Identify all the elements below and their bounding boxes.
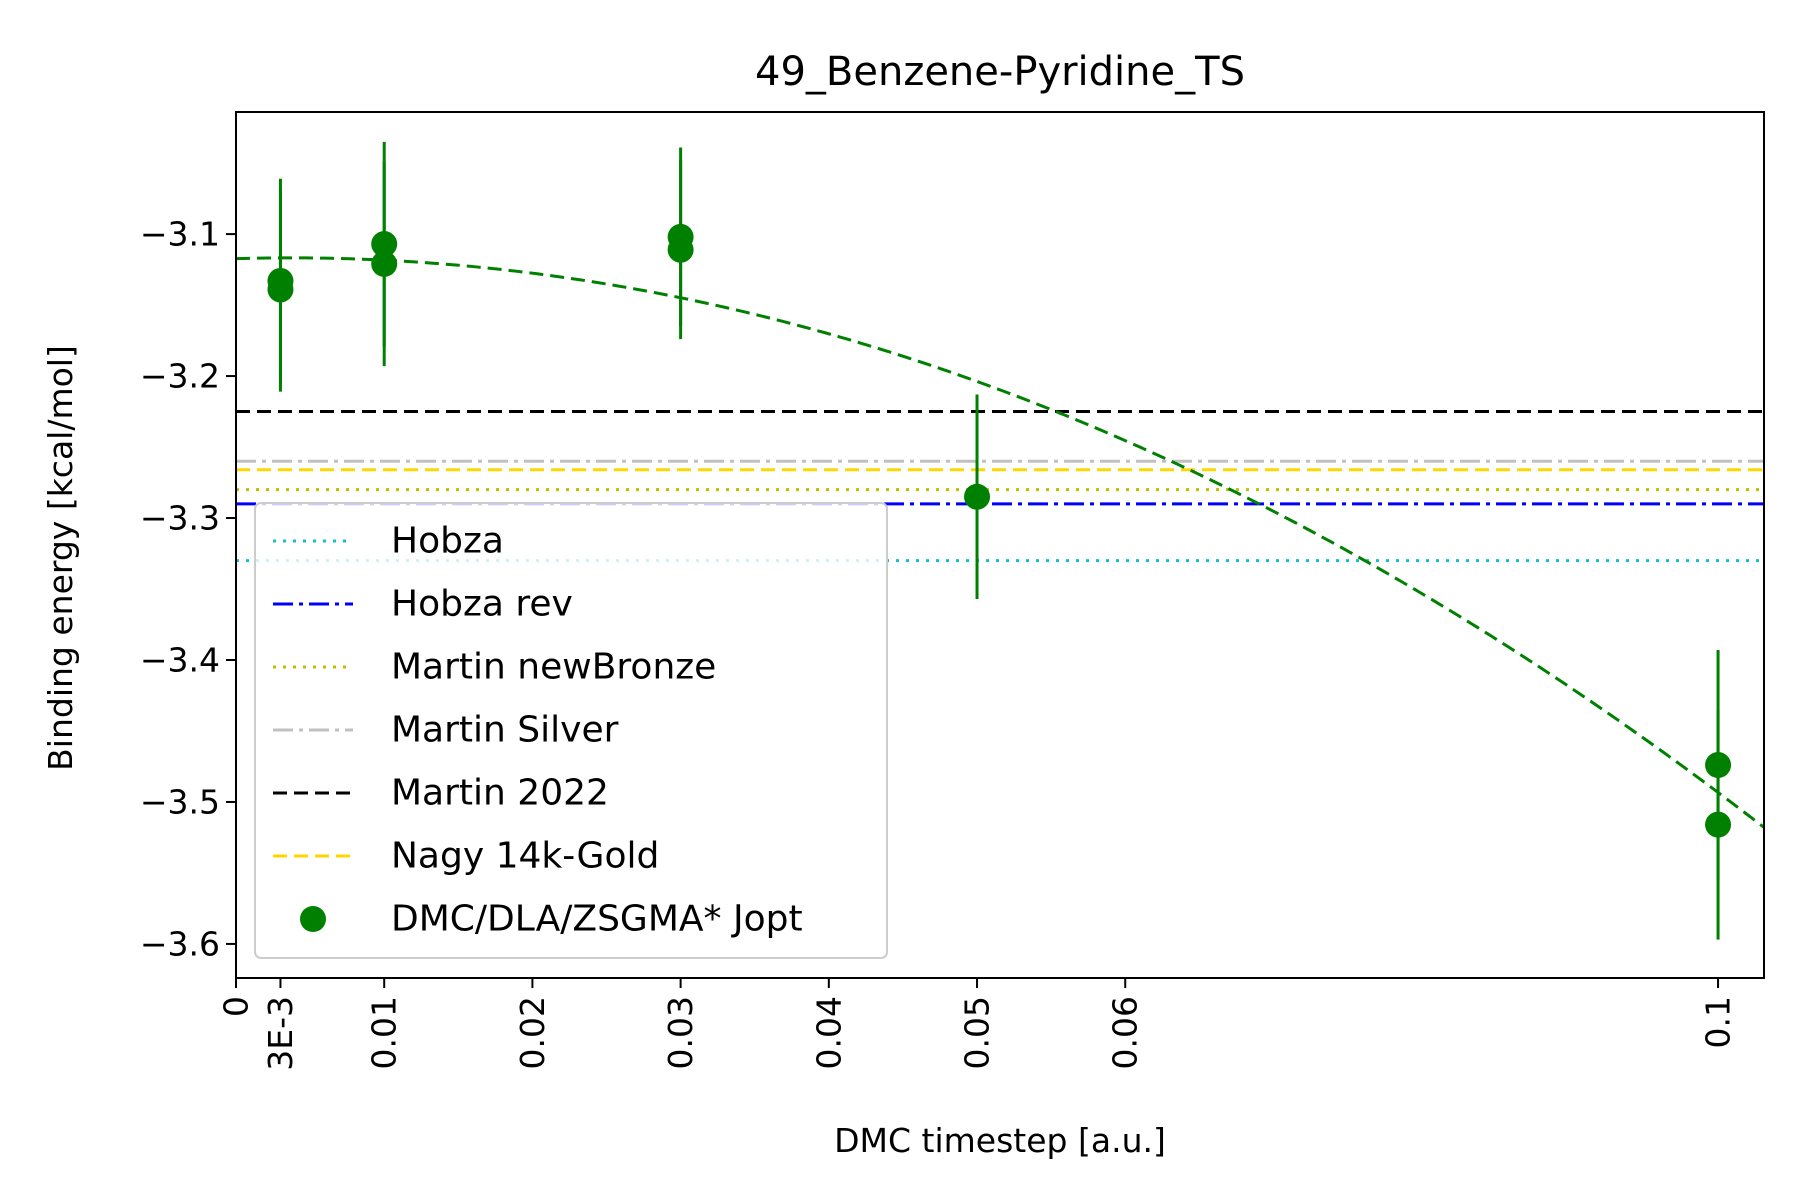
x-tick-label-2: 0.01 xyxy=(365,996,404,1069)
data-point-0-7 xyxy=(1705,752,1732,779)
y-tick-label-1: −3.2 xyxy=(140,357,220,396)
x-tick-label-6: 0.05 xyxy=(958,996,997,1069)
data-point-0-8 xyxy=(1705,811,1732,838)
fit-curve xyxy=(236,256,1764,829)
axes-frame xyxy=(235,111,1765,979)
chart-title: 49_Benzene-Pyridine_TS xyxy=(755,49,1245,95)
legend-label-0: Hobza xyxy=(391,521,504,562)
y-axis-label: Binding energy [kcal/mol] xyxy=(41,345,80,771)
y-tick-label-0: −3.1 xyxy=(140,215,220,254)
x-tick-label-0: 0 xyxy=(217,996,256,1017)
y-tick-label-4: −3.5 xyxy=(140,782,220,821)
y-tick-label-3: −3.4 xyxy=(140,640,220,679)
y-tick-label-5: −3.6 xyxy=(140,924,220,963)
legend-label-3: Martin Silver xyxy=(391,710,619,751)
x-tick-label-4: 0.03 xyxy=(661,996,700,1069)
legend-label-4: Martin 2022 xyxy=(391,773,609,814)
data-point-0-2 xyxy=(371,231,398,258)
data-point-0-3 xyxy=(371,250,398,277)
y-tick-label-2: −3.3 xyxy=(140,499,220,538)
legend-label-1: Hobza rev xyxy=(391,584,573,625)
x-tick-label-7: 0.06 xyxy=(1106,996,1145,1069)
legend-box xyxy=(254,502,888,959)
axes: 0 3E-3 0.01 0.02 0.03 0.04 0.05 0.06 0.1 −3.1 −3.2… xyxy=(140,111,1765,1071)
legend-label-5: Nagy 14k-Gold xyxy=(391,836,659,877)
x-tick-label-8: 0.1 xyxy=(1699,996,1738,1048)
x-tick-label-1: 3E-3 xyxy=(261,996,300,1071)
x-tick-label-3: 0.02 xyxy=(513,996,552,1069)
x-tick-label-5: 0.04 xyxy=(809,996,848,1069)
data-point-0-5 xyxy=(667,236,694,263)
data-point-0-6 xyxy=(964,483,991,510)
legend: Hobza Hobza rev Martin newBronze Martin Sil… xyxy=(254,502,888,959)
legend-label-2: Martin newBronze xyxy=(391,647,716,688)
plot-content xyxy=(236,141,1764,940)
legend-swatch-6 xyxy=(300,906,326,932)
x-axis-label: DMC timestep [a.u.] xyxy=(834,1121,1166,1160)
plot-area xyxy=(236,141,1764,940)
legend-label-6: DMC/DLA/ZSGMA* Jopt xyxy=(391,899,803,940)
data-point-0-1 xyxy=(267,276,294,303)
